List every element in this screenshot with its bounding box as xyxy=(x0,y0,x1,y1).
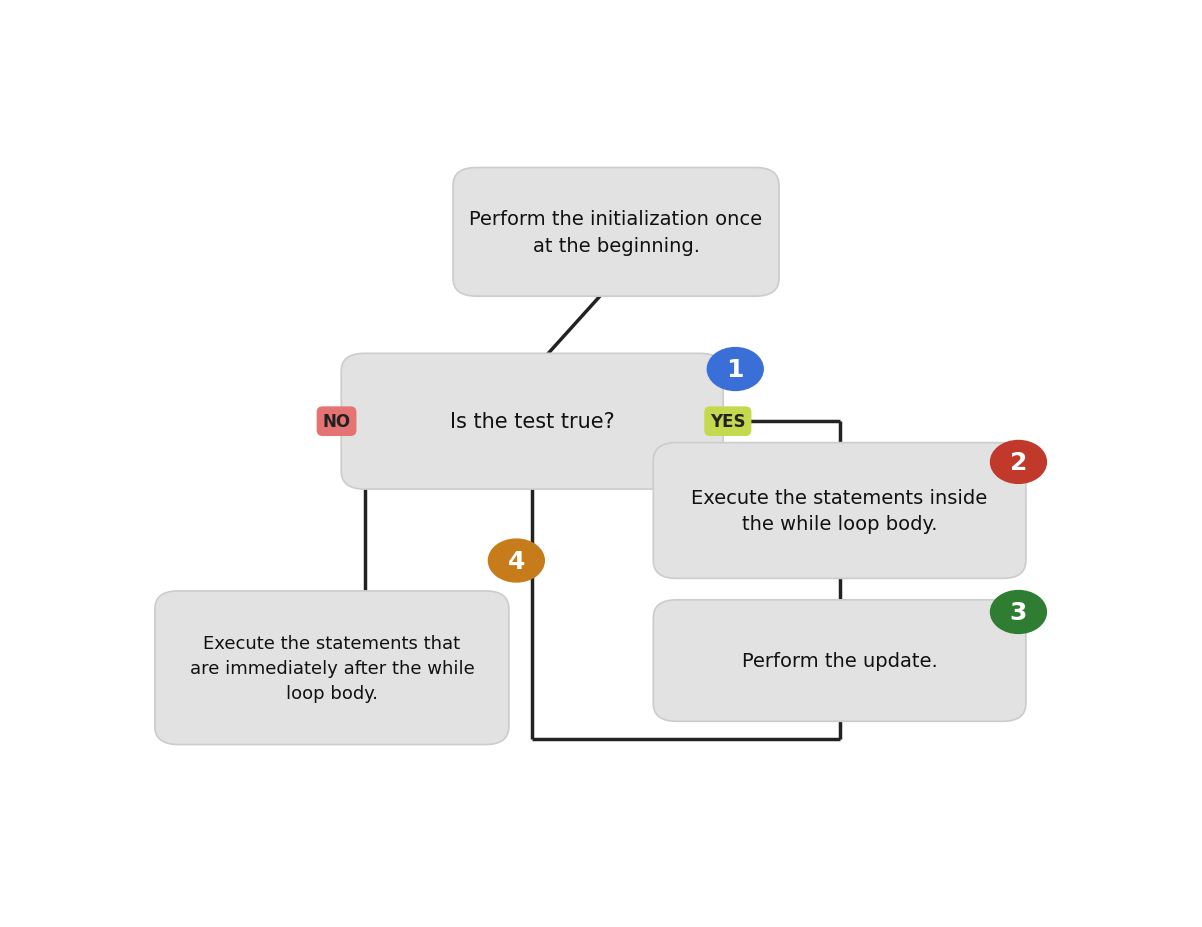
Text: Is the test true?: Is the test true? xyxy=(450,412,614,432)
Circle shape xyxy=(488,540,545,582)
Circle shape xyxy=(990,441,1047,484)
Text: 2: 2 xyxy=(1010,451,1028,475)
Text: Execute the statements that
are immediately after the while
loop body.: Execute the statements that are immediat… xyxy=(190,634,475,702)
Text: Perform the update.: Perform the update. xyxy=(742,652,938,670)
FancyBboxPatch shape xyxy=(453,169,779,297)
FancyBboxPatch shape xyxy=(155,591,508,744)
FancyBboxPatch shape xyxy=(654,443,1025,578)
FancyBboxPatch shape xyxy=(654,600,1025,721)
FancyBboxPatch shape xyxy=(341,354,724,489)
Text: Execute the statements inside
the while loop body.: Execute the statements inside the while … xyxy=(691,489,988,534)
Text: YES: YES xyxy=(710,413,745,431)
Text: Perform the initialization once
at the beginning.: Perform the initialization once at the b… xyxy=(470,210,762,255)
Text: 1: 1 xyxy=(726,358,744,382)
Text: 4: 4 xyxy=(507,549,525,573)
Text: 3: 3 xyxy=(1010,601,1028,624)
Text: NO: NO xyxy=(322,413,351,431)
Circle shape xyxy=(707,349,763,391)
Circle shape xyxy=(990,590,1047,634)
